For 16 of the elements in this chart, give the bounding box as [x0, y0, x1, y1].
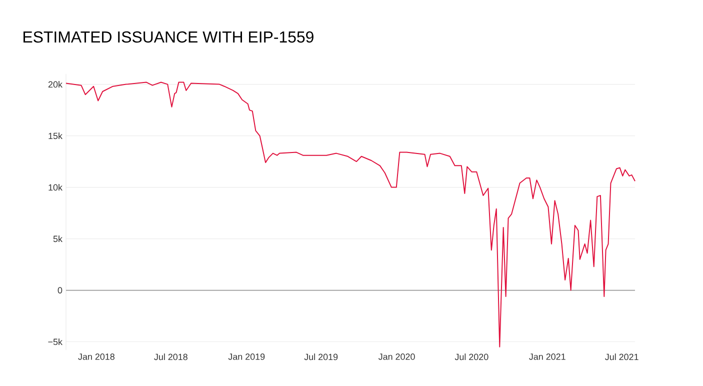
x-tick-label: Jan 2020 [378, 354, 415, 360]
y-tick-label: 20k [48, 81, 62, 88]
x-tick-label: Jan 2019 [228, 354, 265, 360]
x-tick-label: Jul 2019 [304, 354, 338, 360]
x-tick-label: Jul 2018 [154, 354, 188, 360]
y-tick-label: 0 [58, 287, 62, 294]
y-tick-label: 10k [48, 184, 62, 191]
y-tick-label: 15k [48, 132, 62, 140]
chart-title: ESTIMATED ISSUANCE WITH EIP-1559 [24, 31, 314, 43]
line-series [66, 82, 636, 348]
y-tick-label: 5k [53, 235, 62, 242]
x-tick-label: Jul 2021 [605, 354, 638, 360]
x-tick-label: Jan 2018 [78, 354, 114, 360]
x-tick-label: Jan 2021 [529, 354, 566, 360]
y-tick-label: −5k [48, 338, 62, 346]
x-tick-label: Jul 2020 [454, 354, 488, 360]
